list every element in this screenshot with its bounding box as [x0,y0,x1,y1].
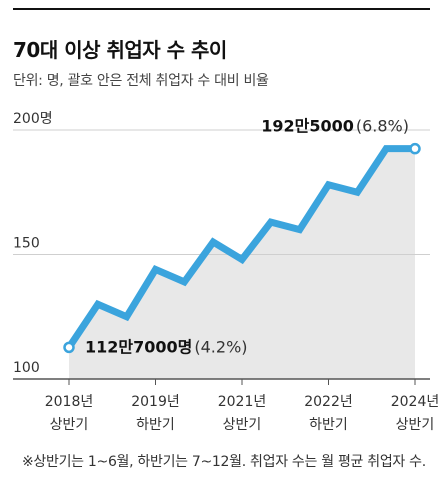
x-tick-sublabel-12: 상반기 [396,417,435,433]
x-tick-label-12: 2024년 [391,394,440,410]
x-tick-label-6: 2021년 [218,394,267,410]
point-marker-0 [63,341,75,354]
x-tick-sublabel-0: 상반기 [50,417,89,433]
x-tick-label-0: 2018년 [45,394,94,410]
data-label-12: 192만5000 (6.8%) [261,117,409,136]
y-tick-label-150: 150 [13,236,40,252]
top-rule [13,8,430,10]
y-tick-label-200: 200명 [13,111,53,127]
data-label-value: 192만5000 [261,117,354,136]
area-fill [69,148,415,379]
x-tick-label-3: 2019년 [131,394,180,410]
data-label-value: 112만7000명 [85,337,192,356]
x-tick-sublabel-9: 하반기 [309,417,348,433]
data-label-percent: (4.2%) [194,337,247,356]
data-label-0: 112만7000명 (4.2%) [85,337,248,356]
point-marker-12 [409,142,421,155]
x-tick-sublabel-6: 상반기 [223,417,262,433]
footnote: ※상반기는 1~6월, 하반기는 7~12월. 취업자 수는 월 평균 취업자 … [22,454,426,470]
data-label-percent: (6.8%) [356,117,409,136]
y-tick-label-100: 100 [13,360,40,376]
x-tick-sublabel-3: 하반기 [136,417,175,433]
chart-subtitle: 단위: 명, 괄호 안은 전체 취업자 수 대비 비율 [13,73,269,89]
chart-title: 70대 이상 취업자 수 추이 [13,38,227,62]
x-tick-label-9: 2022년 [304,394,353,410]
series-line [66,145,415,350]
